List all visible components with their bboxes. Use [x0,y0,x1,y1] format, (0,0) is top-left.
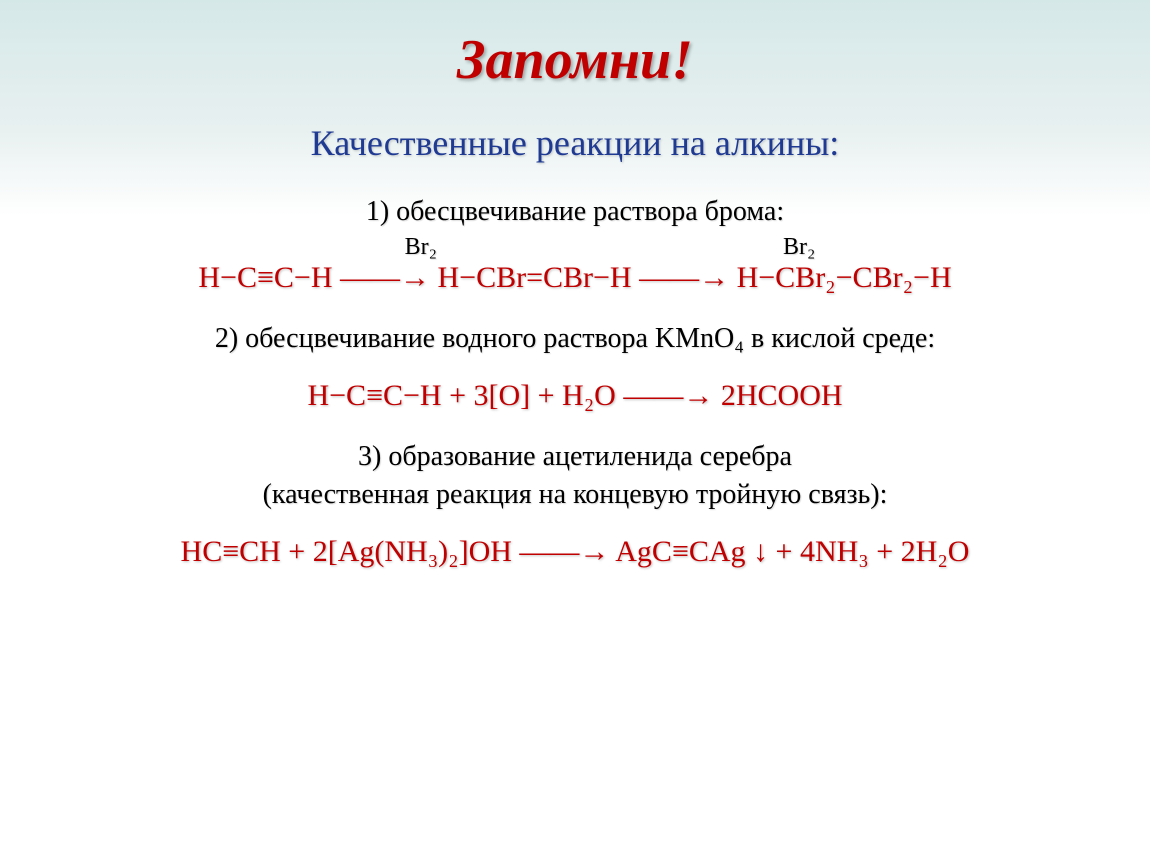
section1-label: 1) обесцвечивание раствора брома: [60,196,1090,228]
equation-3: HC≡CH + 2[Ag(NH₃)₂]OH ——→ AgC≡CAg ↓ + 4N… [60,535,1090,569]
slide-title: Запомни! [0,0,1150,92]
section3-label-line1: 3) образование ацетиленида серебра [60,441,1090,473]
slide-content: Качественные реакции на алкины: 1) обесц… [0,92,1150,569]
br-label-2: Br₂ [783,234,815,260]
subtitle: Качественные реакции на алкины: [60,122,1090,164]
br-label-1: Br₂ [405,234,437,261]
equation-2: H−C≡C−H + 3[O] + H₂O ——→ 2HCOOH [60,379,1090,413]
section1-reagents: Br₂ Br₂ [60,234,1090,261]
section2-label: 2) обесцвечивание водного раствора KMnO₄… [60,323,1090,355]
section3-label-line2: (качественная реакция на концевую тройну… [60,479,1090,511]
equation-1: H−C≡C−H ——→ H−CBr=CBr−H ——→ H−CBr₂−CBr₂−… [60,261,1090,295]
